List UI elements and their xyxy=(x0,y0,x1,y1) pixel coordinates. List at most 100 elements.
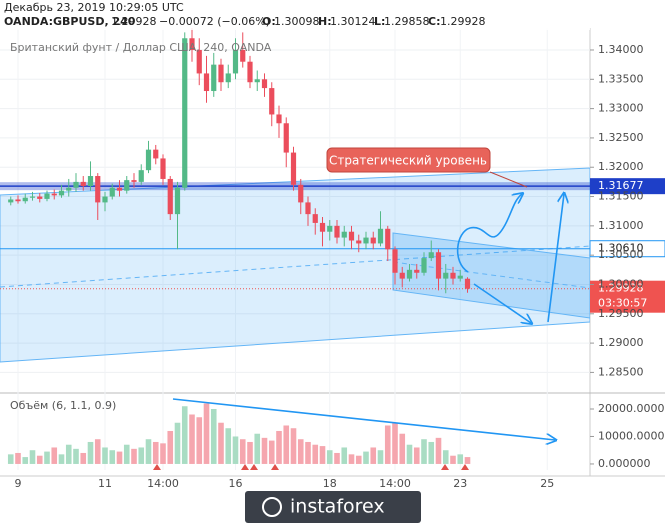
candle-body xyxy=(457,275,463,279)
chart-title: Британский фунт / Доллар США, 240, OANDA xyxy=(10,41,272,54)
candle-body xyxy=(406,269,413,279)
annotation-text: Стратегический уровень xyxy=(329,154,487,168)
candle-body xyxy=(131,180,137,182)
y-tick-label: 1.32500 xyxy=(598,131,644,144)
arrows xyxy=(172,194,564,440)
candle-body xyxy=(22,197,28,202)
candle-body xyxy=(58,190,65,196)
volume-bar xyxy=(268,440,275,464)
candle-body xyxy=(312,214,318,223)
header-ohlc-label: H: xyxy=(318,15,332,28)
forecast-arrow xyxy=(456,194,522,273)
volume-bar xyxy=(450,455,456,464)
volume-pane xyxy=(7,403,471,464)
candle-body xyxy=(341,231,347,238)
candle-body xyxy=(377,228,384,244)
volume-bar xyxy=(65,444,72,464)
candle-body xyxy=(167,178,173,215)
candle-body xyxy=(269,88,275,115)
volume-bar xyxy=(261,437,268,464)
candle-body xyxy=(80,181,86,186)
x-tick-label: 25 xyxy=(540,477,554,490)
y-tick-label: 1.31000 xyxy=(598,219,644,232)
volume-bar xyxy=(87,441,94,464)
ascending-channel xyxy=(0,167,590,363)
candle-body xyxy=(283,123,289,153)
drawings xyxy=(0,167,590,363)
volume-tick-label: 0.000000 xyxy=(598,457,651,470)
volume-bar xyxy=(428,441,435,464)
level-label: 1.30610 xyxy=(598,242,644,255)
candle-body xyxy=(211,64,217,92)
candle-body xyxy=(124,180,130,191)
volume-bar xyxy=(247,441,253,464)
volume-bar xyxy=(145,439,152,464)
candle-body xyxy=(334,225,340,238)
candle-body xyxy=(443,272,449,279)
volume-bar xyxy=(399,433,406,464)
volume-bar xyxy=(312,444,319,464)
header-datetime: Декабрь 23, 2019 10:29:05 UTC xyxy=(4,1,184,14)
volume-bar xyxy=(254,433,261,464)
candle-body xyxy=(218,64,224,83)
candle-body xyxy=(145,149,152,171)
volume-tick-label: 20000.000000 xyxy=(598,402,665,415)
candle-body xyxy=(109,187,115,197)
header-bg xyxy=(0,0,590,30)
volume-bar xyxy=(174,422,181,464)
volume-bar xyxy=(464,457,471,464)
volume-bar xyxy=(232,436,239,464)
level-label-box xyxy=(589,240,665,258)
candle-body xyxy=(261,79,268,89)
volume-bar xyxy=(442,450,449,464)
volume-bar xyxy=(51,447,58,464)
volume-bar xyxy=(305,441,311,464)
candle-body xyxy=(225,73,231,83)
candle-body xyxy=(15,199,21,202)
volume-bar xyxy=(152,441,159,464)
countdown: 03:30:57 xyxy=(598,297,647,310)
y-tick-label: 1.34000 xyxy=(598,43,644,56)
volume-bar xyxy=(160,443,166,464)
volume-bar xyxy=(392,422,398,464)
candle-body xyxy=(464,278,471,289)
candle-body xyxy=(160,158,166,179)
header-ohlc-value: 1.30098 xyxy=(274,15,320,28)
candle-body xyxy=(196,49,202,74)
volume-bar xyxy=(80,452,87,464)
candle-body xyxy=(392,249,398,273)
candle-body xyxy=(276,114,282,124)
candle-body xyxy=(174,187,181,215)
candles xyxy=(8,28,471,294)
x-tick-label: 23 xyxy=(453,477,467,490)
candle-body xyxy=(182,38,188,188)
volume-bar xyxy=(370,447,377,464)
level-label-box xyxy=(590,280,665,313)
candle-body xyxy=(153,149,159,159)
candle-body xyxy=(298,184,304,203)
volume-bar xyxy=(109,450,116,464)
volume-bar xyxy=(7,454,14,464)
volume-bar xyxy=(138,447,145,464)
candle-body xyxy=(247,61,253,83)
header-ohlc-value: 1.29928 xyxy=(440,15,486,28)
candle-body xyxy=(116,187,123,191)
volume-bar xyxy=(225,428,232,464)
channel-median xyxy=(392,261,590,289)
candle-body xyxy=(37,196,43,199)
volume-bar xyxy=(102,447,108,464)
candle-body xyxy=(232,49,239,74)
volume-bar xyxy=(15,452,21,464)
volume-bar xyxy=(167,430,174,464)
y-tick-label: 1.28500 xyxy=(598,365,644,378)
volume-tick-label: 10000.000000 xyxy=(598,429,665,442)
x-tick-label: 9 xyxy=(15,477,22,490)
volume-bar xyxy=(116,451,123,464)
volume-trend-arrow xyxy=(172,398,555,440)
candle-body xyxy=(189,38,195,50)
candle-body xyxy=(348,231,355,241)
volume-bar xyxy=(210,408,217,464)
y-tick-label: 1.32000 xyxy=(598,160,644,173)
